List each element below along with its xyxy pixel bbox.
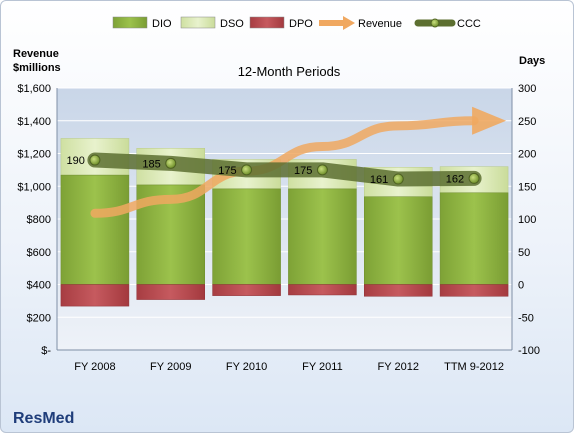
legend-label-dso: DSO <box>220 18 244 30</box>
bar-dpo <box>212 284 281 296</box>
ccc-point <box>392 173 404 185</box>
bar-dpo <box>364 284 433 297</box>
left-tick-label: $- <box>41 345 51 357</box>
legend-swatch-revenue-head <box>343 16 355 30</box>
left-axis-label-line1: Revenue <box>13 48 59 60</box>
legend-label-revenue: Revenue <box>358 18 402 30</box>
legend-label-dpo: DPO <box>289 18 313 30</box>
legend-label-ccc: CCC <box>457 18 481 30</box>
ccc-data-label: 162 <box>446 173 464 185</box>
left-tick-label: $1,400 <box>17 116 51 128</box>
x-tick-label: FY 2009 <box>150 361 191 373</box>
ccc-point <box>89 154 101 166</box>
ccc-point <box>241 164 253 176</box>
ccc-data-label: 175 <box>294 165 312 177</box>
left-axis-label-line2: $millions <box>13 62 61 74</box>
ccc-point <box>468 172 480 184</box>
bar-dio <box>212 188 281 285</box>
bar-dio <box>288 188 357 285</box>
left-tick-label: $800 <box>27 214 51 226</box>
revenue-line <box>90 116 479 218</box>
ccc-data-label: 185 <box>142 158 160 170</box>
x-tick-label: FY 2008 <box>74 361 115 373</box>
right-tick-label: 300 <box>518 83 536 95</box>
x-tick-label: FY 2012 <box>378 361 419 373</box>
left-tick-label: $600 <box>27 247 51 259</box>
left-tick-label: $1,000 <box>17 181 51 193</box>
right-tick-label: 100 <box>518 214 536 226</box>
legend-swatch-ccc-dot <box>430 18 440 28</box>
ccc-data-label: 175 <box>218 165 236 177</box>
revenue-arrowhead <box>472 106 507 135</box>
x-tick-label: TTM 9-2012 <box>444 361 504 373</box>
company-name: ResMed <box>13 410 74 427</box>
legend-swatch-dso <box>180 16 216 29</box>
x-tick-label: FY 2010 <box>226 361 267 373</box>
legend-swatch-dpo <box>249 16 285 29</box>
right-axis-label: Days <box>519 55 545 67</box>
bar-dpo <box>439 284 509 297</box>
bar-dpo <box>136 284 205 300</box>
left-tick-label: $400 <box>27 280 51 292</box>
right-tick-label: 50 <box>518 247 530 259</box>
x-tick-label: FY 2011 <box>302 361 343 373</box>
legend-swatch-dio <box>112 16 148 29</box>
bar-dpo <box>60 284 130 307</box>
left-tick-label: $200 <box>27 312 51 324</box>
ccc-point <box>316 164 328 176</box>
ccc-data-label: 190 <box>67 155 85 167</box>
right-tick-label: -50 <box>518 312 534 324</box>
bar-dio <box>364 196 433 285</box>
right-tick-label: 150 <box>518 181 536 193</box>
left-tick-label: $1,600 <box>17 83 51 95</box>
left-tick-label: $1,200 <box>17 149 51 161</box>
bar-dpo <box>288 284 357 296</box>
chart-title: 12-Month Periods <box>238 64 341 79</box>
ccc-point <box>165 157 177 169</box>
ccc-data-label: 161 <box>370 174 388 186</box>
bar-dio <box>60 174 130 285</box>
right-tick-label: 250 <box>518 116 536 128</box>
right-tick-label: -100 <box>518 345 540 357</box>
right-tick-label: 200 <box>518 149 536 161</box>
ccc-line <box>87 152 482 187</box>
bar-dio <box>439 192 509 285</box>
legend-label-dio: DIO <box>152 18 172 30</box>
right-tick-label: 0 <box>518 280 524 292</box>
